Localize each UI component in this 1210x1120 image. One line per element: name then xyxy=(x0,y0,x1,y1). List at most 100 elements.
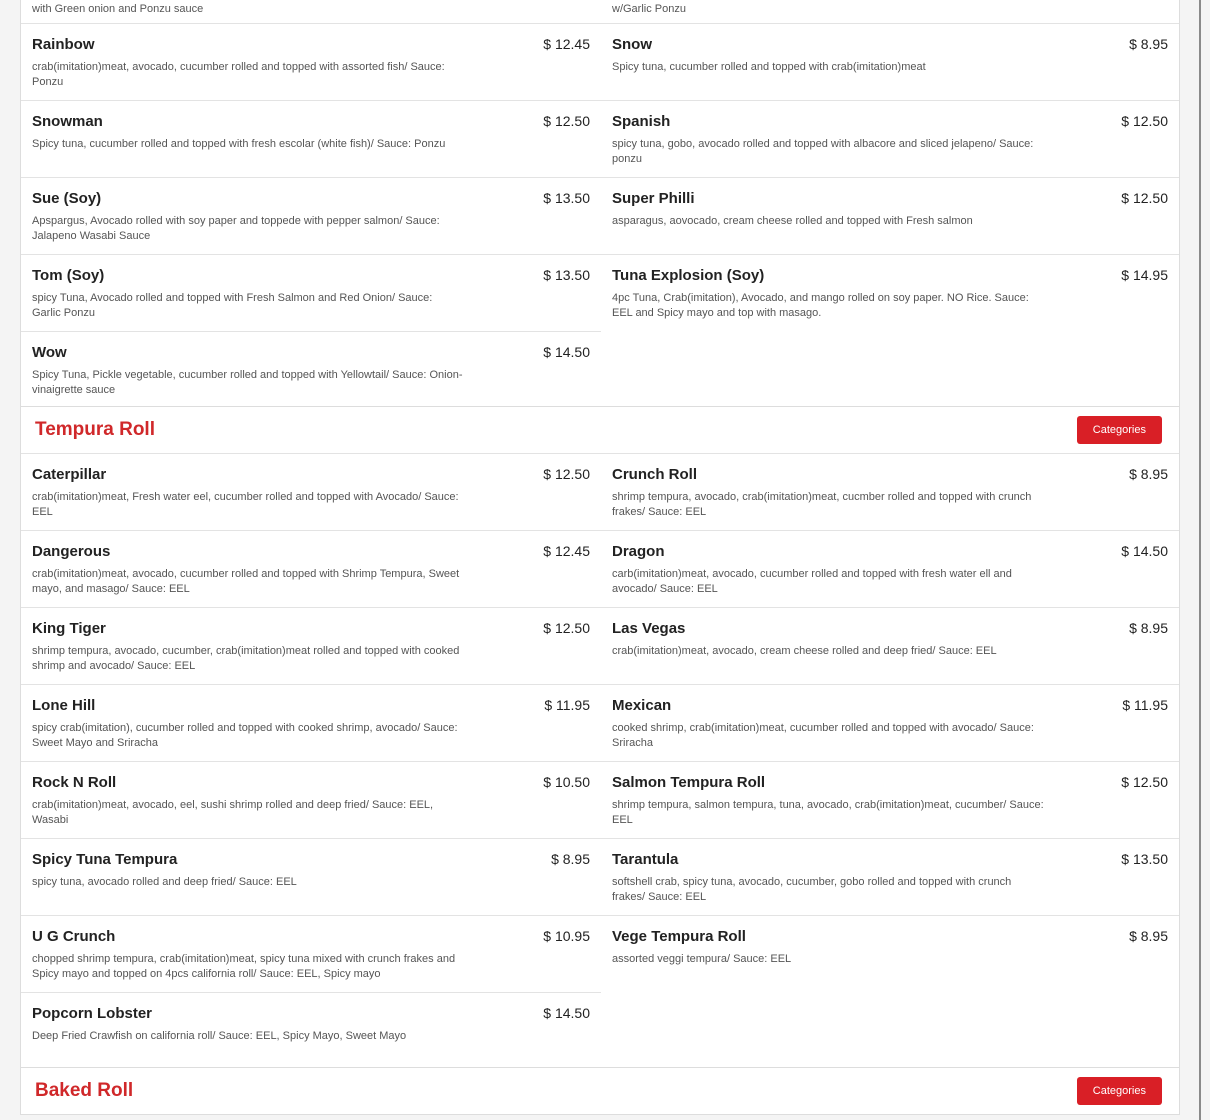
item-name: Lone Hill xyxy=(32,697,96,714)
item-name: Spanish xyxy=(612,113,671,130)
item-name: Rock N Roll xyxy=(32,774,117,791)
item-description: crab(imitation)meat, avocado, eel, sushi… xyxy=(32,799,434,826)
item-description: Spicy Tuna, Pickle vegetable, cucumber r… xyxy=(32,369,463,396)
menu-item: King Tiger $ 12.50 shrimp tempura, avocado… xyxy=(21,607,601,684)
item-name: Wow xyxy=(32,344,67,361)
item-price: $ 8.95 xyxy=(1129,620,1168,636)
item-header: Super Philli $ 12.50 xyxy=(612,190,1168,210)
menu-item: Wow $ 14.50 Spicy Tuna, Pickle vegetable, … xyxy=(21,331,601,406)
item-price: $ 10.50 xyxy=(543,774,590,790)
menu-item: Tarantula $ 13.50 softshell crab, spicy tu… xyxy=(601,838,1179,915)
menu-item: U G Crunch $ 10.95 chopped shrimp tempura,… xyxy=(21,915,601,992)
menu-item: Las Vegas $ 8.95 crab(imitation)meat, avoc… xyxy=(601,607,1179,684)
menu-item: Salmon Tempura Roll $ 12.50 shrimp tempura… xyxy=(601,761,1179,838)
item-description: w/Garlic Ponzu xyxy=(612,3,686,15)
item-price: $ 12.50 xyxy=(543,113,590,129)
item-name: Tarantula xyxy=(612,851,679,868)
item-name: Caterpillar xyxy=(32,466,107,483)
item-header: Crunch Roll $ 8.95 xyxy=(612,466,1168,486)
item-name: Tom (Soy) xyxy=(32,267,105,284)
menu-item: Sue (Soy) $ 13.50 Apspargus, Avocado rolle… xyxy=(21,177,601,254)
menu-item: Rock N Roll $ 10.50 crab(imitation)meat, a… xyxy=(21,761,601,838)
item-header: Mexican $ 11.95 xyxy=(612,697,1168,717)
menu-item: Super Philli $ 12.50 asparagus, aovocado, … xyxy=(601,177,1179,254)
menu-item: Snow $ 8.95 Spicy tuna, cucumber rolled an… xyxy=(601,23,1179,100)
item-name: Rainbow xyxy=(32,36,95,53)
item-header: Spanish $ 12.50 xyxy=(612,113,1168,133)
section-title: Baked Roll xyxy=(35,1080,134,1101)
item-name: Super Philli xyxy=(612,190,695,207)
menu-item: Crunch Roll $ 8.95 shrimp tempura, avocado… xyxy=(601,453,1179,530)
item-price: $ 8.95 xyxy=(1129,36,1168,52)
item-description: assorted veggi tempura/ Sauce: EEL xyxy=(612,953,792,965)
menu-item: Snowman $ 12.50 Spicy tuna, cucumber rolle… xyxy=(21,100,601,177)
menu-item: Caterpillar $ 12.50 crab(imitation)meat, F… xyxy=(21,453,601,530)
item-price: $ 8.95 xyxy=(1129,928,1168,944)
categories-button[interactable]: Categories xyxy=(1076,416,1162,444)
item-header: Popcorn Lobster $ 14.50 xyxy=(32,1005,590,1025)
item-description: 4pc Tuna, Crab(imitation), Avocado, and … xyxy=(612,292,1029,319)
continued-row: with Green onion and Ponzu sauce w/Garlic… xyxy=(21,0,1179,23)
item-header: Rock N Roll $ 10.50 xyxy=(32,774,590,794)
item-header: U G Crunch $ 10.95 xyxy=(32,928,590,948)
item-description: asparagus, aovocado, cream cheese rolled… xyxy=(612,215,973,227)
item-price: $ 12.45 xyxy=(543,36,590,52)
item-header: Salmon Tempura Roll $ 12.50 xyxy=(612,774,1168,794)
item-price: $ 12.50 xyxy=(1121,113,1168,129)
item-name: Snow xyxy=(612,36,652,53)
item-price: $ 8.95 xyxy=(551,851,590,867)
item-name: Salmon Tempura Roll xyxy=(612,774,766,791)
item-header: Sue (Soy) $ 13.50 xyxy=(32,190,590,210)
item-header: Lone Hill $ 11.95 xyxy=(32,697,590,717)
item-price: $ 11.95 xyxy=(544,697,590,713)
item-price: $ 12.50 xyxy=(543,466,590,482)
item-description: chopped shrimp tempura, crab(imitation)m… xyxy=(32,953,456,980)
item-header: Caterpillar $ 12.50 xyxy=(32,466,590,486)
item-name: Tuna Explosion (Soy) xyxy=(612,267,765,284)
item-header: King Tiger $ 12.50 xyxy=(32,620,590,640)
item-price: $ 10.95 xyxy=(543,928,590,944)
item-price: $ 13.50 xyxy=(543,190,590,206)
item-description: crab(imitation)meat, avocado, cucumber r… xyxy=(32,61,445,88)
item-header: Snowman $ 12.50 xyxy=(32,113,590,133)
item-price: $ 12.50 xyxy=(543,620,590,636)
item-description: spicy tuna, avocado rolled and deep frie… xyxy=(32,876,297,888)
item-name: Crunch Roll xyxy=(612,466,697,483)
menu-item: Lone Hill $ 11.95 spicy crab(imitation), c… xyxy=(21,684,601,761)
item-name: Dragon xyxy=(612,543,665,560)
menu-item: Spanish $ 12.50 spicy tuna, gobo, avocado … xyxy=(601,100,1179,177)
item-description: Apspargus, Avocado rolled with soy paper… xyxy=(32,215,440,242)
item-price: $ 11.95 xyxy=(1122,697,1168,713)
item-description: shrimp tempura, avocado, crab(imitation)… xyxy=(612,491,1032,518)
menu-item: Dragon $ 14.50 carb(imitation)meat, avocad… xyxy=(601,530,1179,607)
item-price: $ 12.45 xyxy=(543,543,590,559)
item-description: crab(imitation)meat, avocado, cucumber r… xyxy=(32,568,460,595)
item-description: crab(imitation)meat, avocado, cream chee… xyxy=(612,645,997,657)
menu-item: Tuna Explosion (Soy) $ 14.95 4pc Tuna, Cra… xyxy=(601,254,1179,331)
item-description: with Green onion and Ponzu sauce xyxy=(32,3,204,15)
section-divider xyxy=(21,1114,1179,1115)
item-description: Deep Fried Crawfish on california roll/ … xyxy=(32,1030,407,1042)
item-price: $ 13.50 xyxy=(1121,851,1168,867)
categories-button[interactable]: Categories xyxy=(1076,1077,1162,1105)
item-header: Spicy Tuna Tempura $ 8.95 xyxy=(32,851,590,871)
item-name: Vege Tempura Roll xyxy=(612,928,746,945)
item-description: Spicy tuna, cucumber rolled and topped w… xyxy=(612,61,926,73)
item-description: spicy crab(imitation), cucumber rolled a… xyxy=(32,722,458,749)
item-header: Snow $ 8.95 xyxy=(612,36,1168,56)
item-price: $ 14.50 xyxy=(543,1005,590,1021)
item-price: $ 8.95 xyxy=(1129,466,1168,482)
menu-item: Mexican $ 11.95 cooked shrimp, crab(imitat… xyxy=(601,684,1179,761)
menu-item: Rainbow $ 12.45 crab(imitation)meat, avoca… xyxy=(21,23,601,100)
item-name: Dangerous xyxy=(32,543,111,560)
item-description: shrimp tempura, avocado, cucumber, crab(… xyxy=(32,645,460,672)
menu-item: Dangerous $ 12.45 crab(imitation)meat, avo… xyxy=(21,530,601,607)
item-price: $ 14.50 xyxy=(1121,543,1168,559)
item-description: Spicy tuna, cucumber rolled and topped w… xyxy=(32,138,446,150)
item-description: spicy tuna, gobo, avocado rolled and top… xyxy=(612,138,1034,165)
item-price: $ 14.95 xyxy=(1121,267,1168,283)
item-name: U G Crunch xyxy=(32,928,116,945)
menu-item: Spicy Tuna Tempura $ 8.95 spicy tuna, avoc… xyxy=(21,838,601,915)
item-name: Snowman xyxy=(32,113,103,130)
item-price: $ 12.50 xyxy=(1121,774,1168,790)
